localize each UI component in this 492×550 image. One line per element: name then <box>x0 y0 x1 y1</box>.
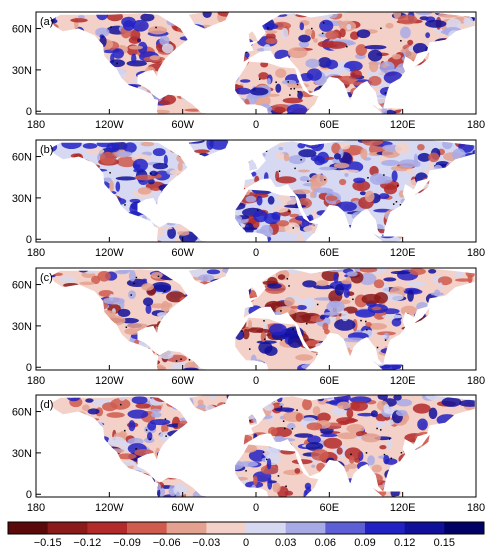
colorbar-tick-label: 0.03 <box>275 537 296 549</box>
lon-tick-label: 120E <box>390 502 416 514</box>
lon-tick-label: 0 <box>253 247 259 259</box>
lon-tick-label: 60E <box>320 119 340 131</box>
colorbar-tick-label: 0.12 <box>394 537 415 549</box>
lon-tick-label: 180 <box>27 247 45 259</box>
colorbar-tick-label: −0.12 <box>73 537 101 549</box>
colorbar-segment <box>365 522 406 534</box>
lat-tick-label: 60N <box>12 407 32 419</box>
lon-tick-label: 180 <box>27 502 45 514</box>
lat-tick-label: 30N <box>12 65 32 77</box>
lat-tick-label: 30N <box>12 448 32 460</box>
colorbar-tick-label: 0.15 <box>434 537 455 549</box>
lon-tick-label: 180 <box>467 375 485 387</box>
colorbar-tick-label: −0.03 <box>192 537 220 549</box>
colorbar-segment <box>404 522 445 534</box>
land-uk <box>248 159 258 171</box>
lat-tick-label: 0 <box>26 362 32 374</box>
lon-tick-label: 120E <box>390 375 416 387</box>
colorbar-segment <box>444 522 485 534</box>
colorbar-segment <box>325 522 366 534</box>
lon-tick-label: 180 <box>467 502 485 514</box>
lon-tick-label: 120W <box>95 119 124 131</box>
colorbar-segment <box>246 522 287 534</box>
colorbar-segment <box>127 522 168 534</box>
colorbar-segment <box>166 522 207 534</box>
panel-label: (b) <box>40 144 53 156</box>
colorbar-tick-label: −0.09 <box>113 537 141 549</box>
lon-tick-label: 60E <box>320 247 340 259</box>
lat-tick-label: 30N <box>12 193 32 205</box>
colorbar-segment <box>87 522 128 534</box>
colorbar-segment <box>47 522 88 534</box>
lon-tick-label: 180 <box>467 119 485 131</box>
lon-tick-label: 180 <box>467 247 485 259</box>
lon-tick-label: 0 <box>253 375 259 387</box>
colorbar-tick-label: 0.06 <box>315 537 336 549</box>
lon-tick-label: 60E <box>320 502 340 514</box>
land-japan <box>414 51 430 68</box>
colorbar-segment <box>8 522 49 534</box>
lat-tick-label: 60N <box>12 24 32 36</box>
lat-tick-label: 60N <box>12 152 32 164</box>
lon-tick-label: 60W <box>171 502 194 514</box>
lon-tick-label: 60W <box>171 247 194 259</box>
lon-tick-label: 0 <box>253 119 259 131</box>
colorbar: −0.15 −0.12 −0.09 −0.06 −0.03 0 0.03 0.06 0.09 0.… <box>7 521 485 549</box>
lon-tick-label: 60W <box>171 375 194 387</box>
colorbar-segment <box>206 522 247 534</box>
lon-tick-label: 180 <box>27 375 45 387</box>
lat-tick-label: 0 <box>26 106 32 118</box>
lon-tick-label: 120W <box>95 502 124 514</box>
colorbar-tick-label: −0.15 <box>34 537 62 549</box>
panel-label: (a) <box>40 16 53 28</box>
lon-tick-label: 120W <box>95 247 124 259</box>
panel-label: (c) <box>40 272 53 284</box>
lon-tick-label: 120E <box>390 119 416 131</box>
lon-tick-label: 180 <box>27 119 45 131</box>
lat-tick-label: 0 <box>26 489 32 501</box>
colorbar-tick-label: 0 <box>243 537 249 549</box>
lon-tick-label: 60E <box>320 375 340 387</box>
colorbar-tick-label: −0.06 <box>153 537 181 549</box>
lat-tick-label: 0 <box>26 234 32 246</box>
lon-tick-label: 60W <box>171 119 194 131</box>
lon-tick-label: 120W <box>95 375 124 387</box>
colorbar-tick-label: 0.09 <box>354 537 375 549</box>
lat-tick-label: 60N <box>12 280 32 292</box>
lon-tick-label: 120E <box>390 247 416 259</box>
lon-tick-label: 0 <box>253 502 259 514</box>
lat-tick-label: 30N <box>12 321 32 333</box>
colorbar-segment <box>285 522 326 534</box>
panel-label: (d) <box>40 399 53 411</box>
